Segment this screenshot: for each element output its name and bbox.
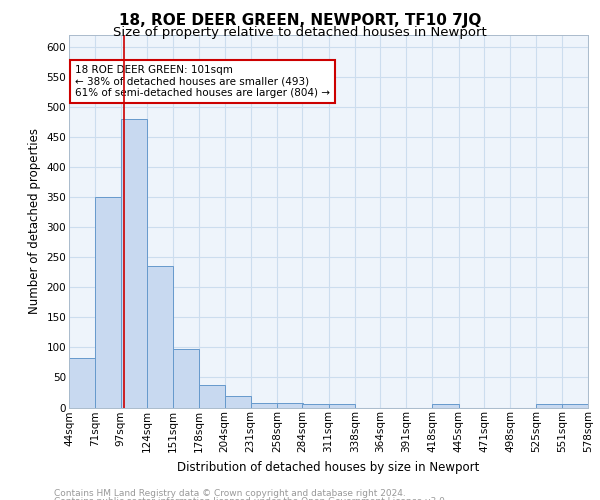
Bar [329,404,355,407]
Text: 18 ROE DEER GREEN: 101sqm
← 38% of detached houses are smaller (493)
61% of semi: 18 ROE DEER GREEN: 101sqm ← 38% of detac… [75,65,330,98]
X-axis label: Distribution of detached houses by size in Newport: Distribution of detached houses by size … [178,460,479,473]
Bar [199,384,226,407]
Bar [224,396,251,407]
Y-axis label: Number of detached properties: Number of detached properties [28,128,41,314]
Bar [433,404,459,407]
Bar [147,266,173,408]
Text: Contains HM Land Registry data © Crown copyright and database right 2024.: Contains HM Land Registry data © Crown c… [54,488,406,498]
Bar [69,358,95,408]
Text: 18, ROE DEER GREEN, NEWPORT, TF10 7JQ: 18, ROE DEER GREEN, NEWPORT, TF10 7JQ [119,12,481,28]
Bar [277,402,303,407]
Bar [121,119,147,408]
Text: Size of property relative to detached houses in Newport: Size of property relative to detached ho… [113,26,487,39]
Text: Contains public sector information licensed under the Open Government Licence v3: Contains public sector information licen… [54,498,448,500]
Bar [95,197,121,408]
Bar [536,404,563,407]
Bar [562,404,588,407]
Bar [173,349,199,408]
Bar [251,402,277,407]
Bar [302,404,329,407]
